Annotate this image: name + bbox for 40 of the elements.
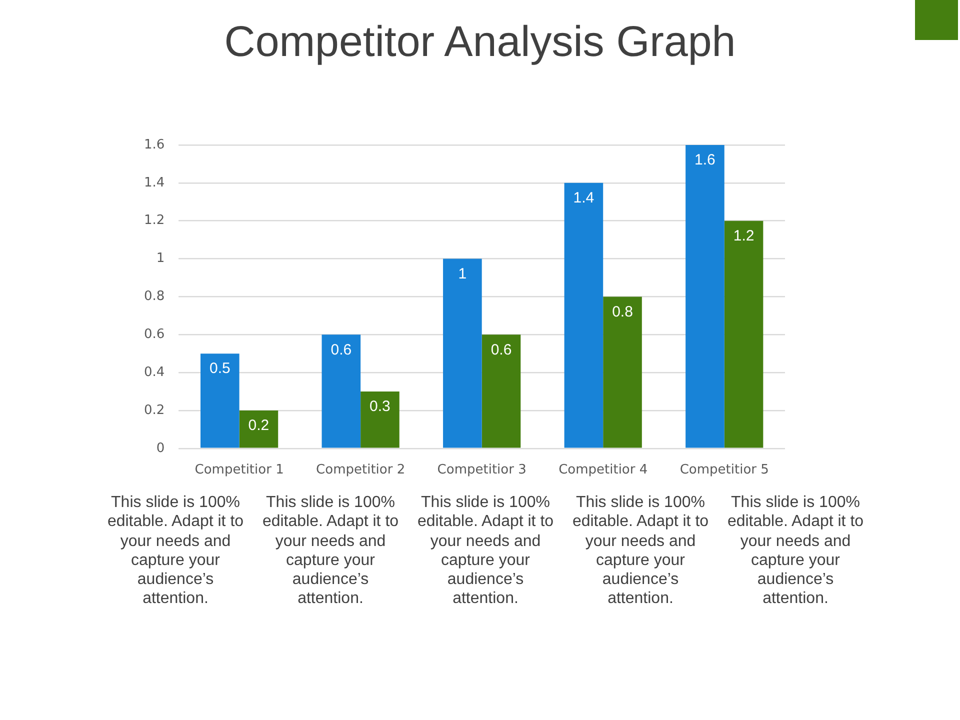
y-tick-label: 0: [156, 440, 165, 456]
bar: [239, 410, 278, 448]
data-label: 0.6: [330, 341, 352, 358]
bar: [603, 296, 642, 448]
x-tick-label: Competitior 2: [316, 462, 406, 478]
y-tick-label: 0.6: [144, 327, 165, 342]
text: This slide is 100% editable. Adapt it to your needs and capture your audience’s attention.: [261, 493, 400, 609]
bar: [443, 258, 482, 448]
y-tick-label: 0.2: [144, 402, 165, 418]
data-label: 0.6: [490, 341, 512, 358]
data-label: 0.8: [612, 303, 633, 320]
bar: [482, 334, 521, 448]
bar: [322, 334, 361, 448]
y-tick-label: 1.4: [144, 175, 165, 190]
y-tick-label: 0.4: [144, 364, 165, 380]
data-label: 0.3: [370, 398, 390, 416]
y-tick-label: 1.2: [144, 213, 165, 228]
bar: [564, 182, 604, 448]
text: This slide is 100% editable. Adapt it to your needs and capture your audience’s attention.: [416, 493, 555, 609]
bar: [724, 220, 764, 448]
x-tick-label: Competitior 5: [680, 462, 769, 478]
data-label: 1.2: [733, 227, 754, 244]
bar: [686, 145, 724, 448]
data-label: 1: [458, 265, 467, 282]
text: This slide is 100% editable. Adapt it to your needs and capture your audience’s attention.: [571, 493, 710, 609]
y-tick-label: 0.8: [144, 289, 165, 304]
data-label: 1.4: [573, 190, 594, 207]
data-label: 0.2: [248, 417, 270, 434]
data-label: 1.6: [694, 152, 716, 169]
bar: [200, 354, 240, 448]
bar: [360, 392, 400, 448]
x-tick-label: Competitior 4: [558, 462, 648, 478]
x-tick-label: Competitior 3: [437, 462, 526, 478]
text: This slide is 100% editable. Adapt it to your needs and capture your audience’s attention.: [106, 493, 245, 609]
data-label: 0.5: [209, 360, 230, 378]
x-tick-label: Competitior 1: [194, 462, 284, 478]
chart-title: Competitor Analysis Graph: [223, 18, 737, 66]
text: This slide is 100% editable. Adapt it to your needs and capture your audience’s attention.: [726, 493, 865, 609]
y-tick-label: 1.6: [144, 137, 165, 152]
y-tick-label: 1: [156, 251, 165, 266]
